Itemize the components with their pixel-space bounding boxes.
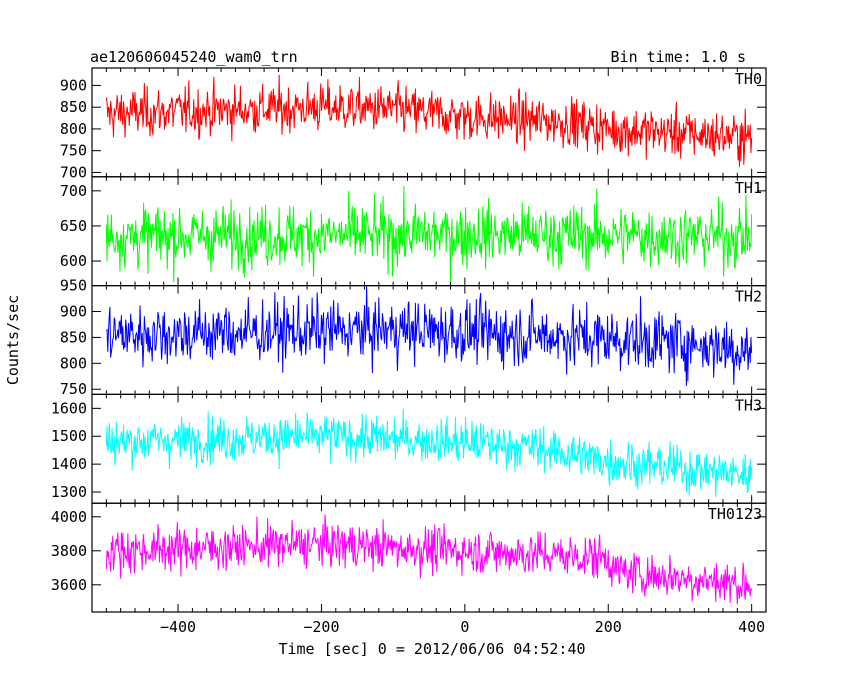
y-tick-label: 750 <box>60 380 87 398</box>
x-tick-label: 200 <box>595 618 622 636</box>
x-tick-label: −400 <box>160 618 196 636</box>
x-tick-label: 400 <box>738 618 765 636</box>
panel-frame-TH3 <box>91 393 767 504</box>
y-tick-label: 3600 <box>51 576 87 594</box>
y-tick-label: 900 <box>60 76 87 94</box>
series-TH0123 <box>105 514 753 605</box>
panel-frame-TH2 <box>91 285 767 396</box>
y-tick-label: 800 <box>60 120 87 138</box>
y-tick-label: 850 <box>60 328 87 346</box>
y-tick-label: 600 <box>60 252 87 270</box>
chart-title: ae120606045240_wam0_trn <box>90 48 298 66</box>
y-tick-label: 1500 <box>51 427 87 445</box>
panels: TH0 700 750 800 850 900 TH1 600 650 700 TH2 750 800 8… <box>51 67 767 636</box>
y-tick-label: 4000 <box>51 508 87 526</box>
y-tick-label: 700 <box>60 163 87 181</box>
panel-label-TH2: TH2 <box>735 288 762 306</box>
series-TH0 <box>105 74 753 167</box>
panel-frame-TH0 <box>91 67 767 178</box>
y-tick-label: 700 <box>60 182 87 200</box>
y-tick-label: 1400 <box>51 455 87 473</box>
series-TH2 <box>105 285 753 386</box>
y-tick-label: 950 <box>60 277 87 295</box>
x-tick-label: 0 <box>460 618 469 636</box>
y-axis-label: Counts/sec <box>4 295 22 385</box>
y-tick-label: 3800 <box>51 542 87 560</box>
y-tick-label: 1600 <box>51 399 87 417</box>
y-tick-label: 750 <box>60 142 87 160</box>
x-tick-label: −200 <box>303 618 339 636</box>
panel-label-TH3: TH3 <box>735 396 762 414</box>
y-tick-label: 900 <box>60 303 87 321</box>
y-tick-label: 800 <box>60 354 87 372</box>
panel-label-TH1: TH1 <box>735 179 762 197</box>
y-tick-label: 650 <box>60 217 87 235</box>
y-tick-label: 1300 <box>51 483 87 501</box>
panel-label-TH0: TH0 <box>735 70 762 88</box>
panel-label-TH0123: TH0123 <box>708 505 762 523</box>
x-axis-label: Time [sec] 0 = 2012/06/06 04:52:40 <box>278 640 585 658</box>
bin-time-label: Bin time: 1.0 s <box>611 48 746 66</box>
panel-frame-TH0123 <box>91 502 767 613</box>
series-TH1 <box>105 186 753 283</box>
series-TH3 <box>105 408 753 498</box>
y-tick-label: 850 <box>60 98 87 116</box>
